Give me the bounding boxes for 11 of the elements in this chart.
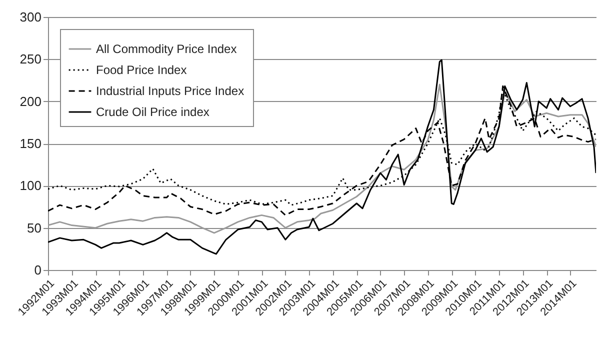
y-tick-label: 200 [20, 94, 42, 109]
y-tick-label: 50 [27, 220, 42, 236]
y-tick-label: 0 [34, 262, 42, 278]
y-tick-label: 300 [20, 10, 42, 24]
legend-label: Crude Oil Price index [96, 105, 210, 119]
legend-label: Food Price Index [96, 63, 187, 77]
y-tick-label: 150 [20, 136, 42, 151]
legend-label: Industrial Inputs Price Index [96, 84, 244, 98]
y-tick-label: 100 [20, 178, 42, 194]
legend-label: All Commodity Price Index [96, 42, 237, 56]
y-tick-label: 250 [20, 52, 42, 67]
